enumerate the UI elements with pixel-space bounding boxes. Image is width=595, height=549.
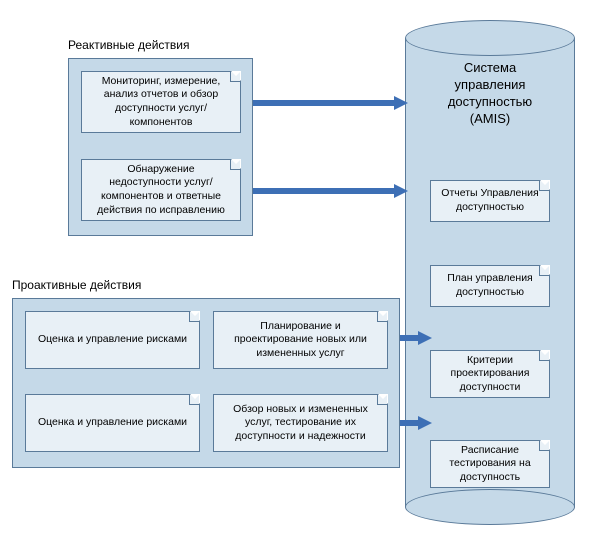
arrow-head-icon xyxy=(418,331,432,345)
arrow-head-icon xyxy=(394,184,408,198)
proactive-label: Проактивные действия xyxy=(12,278,141,292)
amis-cylinder: Система управления доступностью (AMIS) О… xyxy=(405,20,575,525)
cyl-title-l4: (AMIS) xyxy=(470,111,510,126)
arrow-3 xyxy=(400,335,432,341)
amis-doc-schedule: Расписание тестирования на доступность xyxy=(430,440,550,488)
arrow-head-icon xyxy=(418,416,432,430)
arrow-line xyxy=(400,335,420,341)
arrow-4 xyxy=(400,420,432,426)
proactive-box-planning: Планирование и проектирование новых или … xyxy=(213,311,388,369)
cylinder-top xyxy=(405,20,575,56)
proactive-box-review: Обзор новых и измененных услуг, тестиров… xyxy=(213,394,388,452)
proactive-box-risk1: Оценка и управление рисками xyxy=(25,311,200,369)
cyl-title-l3: доступностью xyxy=(448,94,532,109)
cylinder-bottom xyxy=(405,489,575,525)
cyl-title-l2: управления xyxy=(455,77,526,92)
reactive-group: Мониторинг, измерение, анализ отчетов и … xyxy=(68,58,253,236)
cyl-title-l1: Система xyxy=(464,60,516,75)
arrow-1 xyxy=(253,100,408,106)
reactive-box-detection: Обнаружение недоступности услуг/ компоне… xyxy=(81,159,241,221)
arrow-line xyxy=(253,100,396,106)
reactive-box-monitoring: Мониторинг, измерение, анализ отчетов и … xyxy=(81,71,241,133)
amis-doc-criteria: Критерии проектирования доступности xyxy=(430,350,550,398)
reactive-label: Реактивные действия xyxy=(68,38,190,52)
proactive-box-risk2: Оценка и управление рисками xyxy=(25,394,200,452)
cylinder-title: Система управления доступностью (AMIS) xyxy=(405,60,575,128)
proactive-group: Оценка и управление рисками Планирование… xyxy=(12,298,400,468)
amis-doc-reports: Отчеты Управления доступностью xyxy=(430,180,550,222)
amis-doc-plan: План управления доступностью xyxy=(430,265,550,307)
arrow-line xyxy=(400,420,420,426)
arrow-line xyxy=(253,188,396,194)
arrow-2 xyxy=(253,188,408,194)
